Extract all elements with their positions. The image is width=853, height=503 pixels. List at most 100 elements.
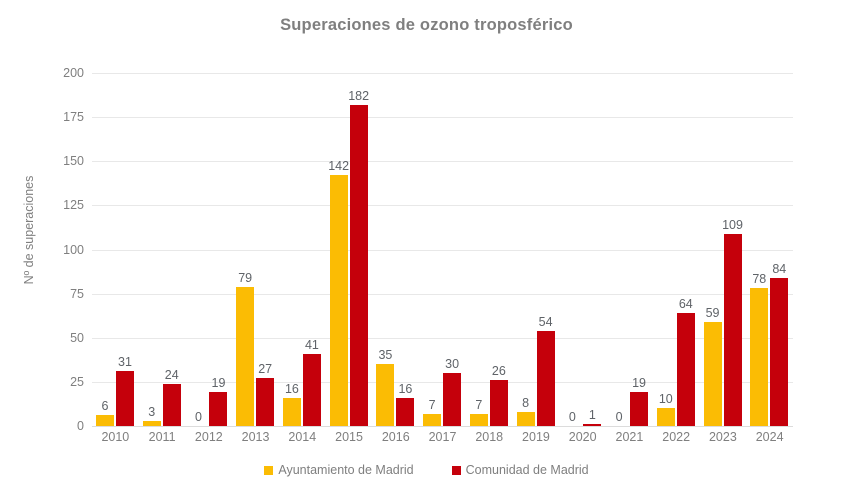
bar-value-label-2018-series-1: 26 — [491, 364, 506, 379]
bar-value-label-2015-series-0: 142 — [328, 159, 350, 174]
bar-2021-series-1[interactable]: 19 — [630, 376, 649, 426]
gridline-75 — [92, 293, 793, 295]
y-tick-label-0: 0 — [77, 419, 84, 433]
bar-2017-series-1[interactable]: 30 — [443, 357, 462, 426]
bar-2020-series-1[interactable]: 1 — [583, 408, 602, 426]
bar-2018-series-0[interactable]: 7 — [469, 398, 488, 426]
y-tick-label-25: 25 — [70, 374, 84, 389]
x-tick-label-2020: 2020 — [568, 430, 597, 444]
gridline-100 — [92, 249, 793, 251]
bar-value-label-2022-series-1: 64 — [678, 297, 693, 312]
x-tick-label-2013: 2013 — [241, 430, 270, 444]
x-tick-label-2014: 2014 — [288, 430, 317, 444]
y-tick-label-150: 150 — [63, 154, 84, 169]
x-tick-label-2015: 2015 — [335, 430, 363, 444]
bar-value-label-2010-series-0: 6 — [101, 399, 109, 414]
x-tick-label-2011: 2011 — [148, 430, 176, 444]
bar-value-label-2011-series-1: 24 — [164, 367, 179, 382]
bar-2014-series-0[interactable]: 16 — [282, 382, 301, 426]
x-tick-label-2012: 2012 — [194, 430, 223, 444]
bar-2023-series-0[interactable]: 59 — [703, 306, 722, 426]
bar-value-label-2013-series-1: 27 — [258, 362, 273, 377]
bar-2011-series-0[interactable]: 3 — [142, 405, 161, 426]
legend-item-series-1[interactable]: Comunidad de Madrid — [451, 463, 589, 477]
gridline-25 — [92, 381, 793, 383]
y-tick-label-175: 175 — [63, 110, 84, 125]
bar-2022-series-0[interactable]: 10 — [656, 392, 675, 426]
x-tick-label-2024: 2024 — [755, 430, 784, 444]
bar-2019-series-1[interactable]: 54 — [536, 315, 555, 426]
bar-value-label-2010-series-1: 31 — [118, 355, 132, 370]
bar-group-2010: 6 31 — [92, 73, 139, 426]
gridline-0 — [92, 426, 793, 427]
bar-2016-series-1[interactable]: 16 — [396, 382, 415, 426]
x-tick-label-2022: 2022 — [662, 430, 691, 444]
bar-2010-series-0[interactable]: 6 — [96, 399, 114, 426]
bar-value-label-2018-series-0: 7 — [475, 397, 483, 412]
bar-value-label-2012-series-1: 19 — [211, 376, 226, 391]
bar-value-label-2021-series-0: 0 — [615, 410, 623, 424]
legend-item-series-0[interactable]: Ayuntamiento de Madrid — [264, 463, 414, 477]
bar-2022-series-1[interactable]: 64 — [676, 297, 695, 426]
bar-value-label-2024-series-1: 84 — [772, 261, 787, 276]
bar-value-label-2017-series-1: 30 — [445, 357, 460, 372]
bar-group-2019: 8 54 — [513, 73, 560, 426]
bar-2015-series-1[interactable]: 182 — [348, 89, 369, 426]
bar-value-label-2022-series-0: 10 — [658, 392, 673, 407]
x-axis-tick-labels: 2010 2011 2012 2013 2014 2015 2016 2017 2018 2019… — [92, 430, 793, 452]
y-tick-label-200: 200 — [63, 66, 84, 80]
bar-group-2016: 35 16 — [372, 73, 419, 426]
legend-swatch-icon-series-1 — [451, 465, 461, 475]
bar-2014-series-1[interactable]: 41 — [302, 338, 321, 426]
y-axis-title: Nº de superaciones — [22, 175, 36, 285]
bar-value-label-2016-series-0: 35 — [378, 348, 393, 363]
bar-value-label-2021-series-1: 19 — [632, 376, 647, 391]
bar-value-label-2017-series-0: 7 — [428, 397, 436, 412]
bar-2023-series-1[interactable]: 109 — [722, 218, 743, 426]
bar-group-2014: 16 41 — [279, 73, 326, 426]
bar-group-2021: 0 19 — [606, 73, 653, 426]
bar-value-label-2011-series-0: 3 — [148, 404, 156, 419]
bar-2016-series-0[interactable]: 35 — [376, 348, 395, 426]
bar-2013-series-0[interactable]: 79 — [236, 271, 255, 426]
legend-label-series-0: Ayuntamiento de Madrid — [278, 463, 414, 477]
bar-group-2015: 142 182 — [326, 73, 373, 426]
bar-group-2022: 10 64 — [653, 73, 700, 426]
bar-value-label-2016-series-1: 16 — [398, 381, 413, 396]
x-tick-label-2019: 2019 — [522, 430, 550, 444]
bar-2017-series-0[interactable]: 7 — [423, 398, 442, 426]
gridline-125 — [92, 205, 793, 207]
bar-value-label-2014-series-1: 41 — [304, 337, 319, 352]
bar-2010-series-1[interactable]: 31 — [116, 355, 134, 426]
bar-group-2018: 7 26 — [466, 73, 513, 426]
bar-2024-series-1[interactable]: 84 — [770, 262, 789, 426]
x-tick-label-2021: 2021 — [615, 430, 644, 444]
bar-2013-series-1[interactable]: 27 — [256, 362, 275, 426]
legend-label-series-1: Comunidad de Madrid — [465, 463, 589, 477]
bar-2011-series-1[interactable]: 24 — [162, 368, 181, 426]
bar-value-label-2024-series-0: 78 — [752, 272, 767, 287]
bar-value-label-2020-series-0: 0 — [568, 410, 576, 424]
bar-2024-series-0[interactable]: 78 — [750, 272, 769, 426]
bar-group-2017: 7 30 — [419, 73, 466, 426]
chart-title: Superaciones de ozono troposférico — [280, 16, 573, 34]
bar-2019-series-0[interactable]: 8 — [516, 396, 535, 426]
gridline-50 — [92, 337, 793, 339]
bar-2018-series-1[interactable]: 26 — [489, 364, 508, 426]
bar-2012-series-1[interactable]: 19 — [209, 376, 228, 426]
bar-group-2023: 59 109 — [700, 73, 747, 426]
x-tick-label-2023: 2023 — [708, 430, 737, 444]
gridline-175 — [92, 117, 793, 119]
bar-value-label-2012-series-0: 0 — [194, 410, 202, 424]
bar-value-label-2015-series-1: 182 — [348, 88, 370, 103]
bar-value-label-2014-series-0: 16 — [284, 381, 299, 396]
bar-value-label-2023-series-0: 59 — [705, 305, 720, 320]
y-tick-label-50: 50 — [70, 330, 84, 345]
gridline-200 — [92, 73, 793, 74]
gridline-150 — [92, 161, 793, 163]
bar-group-2011: 3 24 — [139, 73, 186, 426]
x-tick-label-2017: 2017 — [428, 430, 457, 444]
bar-2015-series-0[interactable]: 142 — [328, 159, 349, 426]
